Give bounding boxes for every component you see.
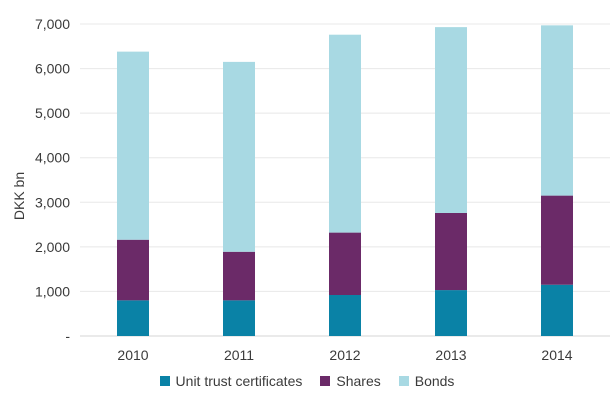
y-tick-label: 7,000 xyxy=(35,16,70,32)
y-tick-label: - xyxy=(65,328,70,344)
bar-bonds-2011 xyxy=(223,61,255,252)
bar-shares-2012 xyxy=(329,232,361,295)
chart: - 1,000 2,000 3,000 4,000 5,000 6,000 7,000 201… xyxy=(11,16,610,363)
bar-shares-2014 xyxy=(541,195,573,285)
x-axis-ticks: 2010 2011 2012 2013 2014 xyxy=(117,347,572,363)
x-tick-label: 2013 xyxy=(435,347,466,363)
bars xyxy=(117,25,573,336)
bar-shares-2011 xyxy=(223,251,255,301)
bar-bonds-2010 xyxy=(117,51,149,240)
legend-item-bonds: Bonds xyxy=(398,373,455,389)
bar-unit-trust-2013 xyxy=(435,290,467,336)
y-tick-label: 5,000 xyxy=(35,105,70,121)
legend-swatch-shares xyxy=(320,376,331,386)
legend-swatch-unit-trust xyxy=(159,376,170,386)
bar-bonds-2013 xyxy=(435,27,467,213)
legend-label-unit-trust: Unit trust certificates xyxy=(175,373,303,389)
y-tick-label: 3,000 xyxy=(35,194,70,210)
legend-item-unit-trust: Unit trust certificates xyxy=(159,373,303,389)
bar-shares-2010 xyxy=(117,239,149,301)
x-tick-label: 2010 xyxy=(117,347,148,363)
legend-item-shares: Shares xyxy=(320,373,381,389)
bar-bonds-2014 xyxy=(541,25,573,196)
x-tick-label: 2012 xyxy=(329,347,360,363)
legend-label-shares: Shares xyxy=(336,373,381,389)
x-tick-label: 2011 xyxy=(224,347,254,363)
bar-unit-trust-2010 xyxy=(117,300,149,336)
y-tick-label: 4,000 xyxy=(35,150,70,166)
bar-shares-2013 xyxy=(435,212,467,291)
legend-label-bonds: Bonds xyxy=(414,373,455,389)
bar-bonds-2012 xyxy=(329,34,361,233)
y-axis-label: DKK bn xyxy=(11,172,27,220)
bar-unit-trust-2012 xyxy=(329,294,361,336)
legend: Unit trust certificates Shares Bonds xyxy=(0,373,614,389)
bar-unit-trust-2014 xyxy=(541,284,573,336)
y-tick-label: 2,000 xyxy=(35,239,70,255)
legend-swatch-bonds xyxy=(398,376,409,386)
y-tick-label: 6,000 xyxy=(35,61,70,77)
bar-unit-trust-2011 xyxy=(223,300,255,336)
y-tick-label: 1,000 xyxy=(35,283,70,299)
x-tick-label: 2014 xyxy=(541,347,572,363)
y-axis-ticks: - 1,000 2,000 3,000 4,000 5,000 6,000 7,000 xyxy=(35,16,70,344)
